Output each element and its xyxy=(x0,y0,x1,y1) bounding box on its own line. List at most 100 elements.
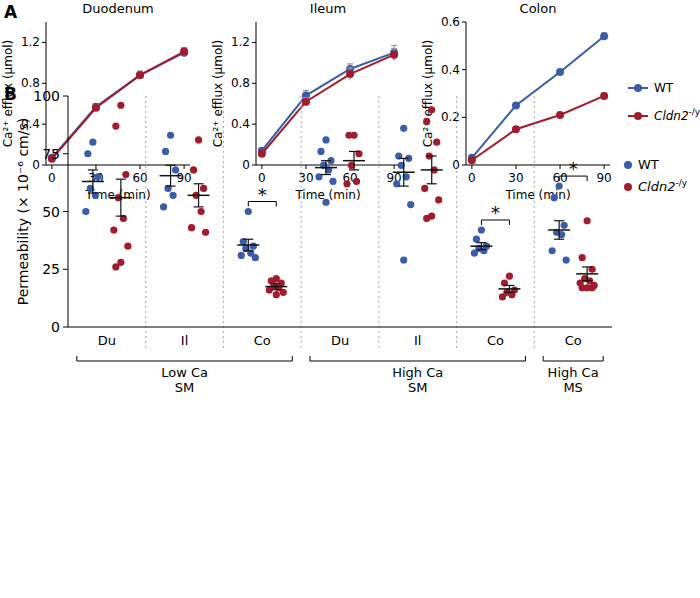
sem-cap xyxy=(399,158,409,159)
category-label: Il xyxy=(181,333,188,348)
x-axis-label: Time (min) xyxy=(504,188,570,202)
divider xyxy=(301,96,302,351)
sem-cap xyxy=(271,283,281,284)
error-cap xyxy=(391,48,397,49)
y-tick xyxy=(252,165,256,166)
divider xyxy=(456,96,457,351)
point xyxy=(258,150,266,158)
y-axis xyxy=(256,22,257,165)
x-tick-label: 90 xyxy=(176,171,191,185)
series-line xyxy=(52,53,184,158)
x-tick xyxy=(140,165,141,169)
y-tick-label: 0.4 xyxy=(231,117,250,131)
point xyxy=(499,293,506,300)
sem-cap xyxy=(504,292,514,293)
point xyxy=(556,111,564,119)
y-tick xyxy=(63,153,68,154)
sem-cap xyxy=(399,185,409,186)
data-group xyxy=(48,48,188,163)
sem-cap xyxy=(243,239,253,240)
point xyxy=(190,166,197,173)
point xyxy=(195,136,202,143)
point xyxy=(561,222,568,229)
point xyxy=(188,224,195,231)
y-tick xyxy=(462,117,466,118)
point xyxy=(400,125,407,132)
y-tick-label: 50 xyxy=(42,204,60,220)
series-line xyxy=(52,52,184,159)
sem-bar xyxy=(353,151,354,169)
x-tick xyxy=(261,165,262,169)
sem-bar xyxy=(276,284,277,290)
line-chart: 00.20.40.60306090ColonTime (min)Ca²⁺ eff… xyxy=(421,1,700,202)
point xyxy=(322,136,329,143)
group-bracket xyxy=(543,356,603,361)
point xyxy=(302,98,310,106)
y-tick-label: 0.2 xyxy=(441,110,460,124)
point xyxy=(329,178,336,185)
name-sup: -/y xyxy=(689,107,700,117)
point xyxy=(435,196,442,203)
sem-cap xyxy=(166,185,176,186)
point xyxy=(169,192,176,199)
legend-label: Cldn2-/y xyxy=(638,178,688,194)
sem-bar xyxy=(431,156,432,184)
sem-bar xyxy=(248,239,249,251)
category-label: Co xyxy=(565,333,582,348)
y-tick xyxy=(462,165,466,166)
legend-marker xyxy=(624,183,632,191)
sem-cap xyxy=(582,266,592,267)
sem-cap xyxy=(476,249,486,250)
y-tick-label: 0 xyxy=(32,158,40,172)
sem-cap xyxy=(554,220,564,221)
significance-mark: * xyxy=(569,158,578,179)
group-label: SM xyxy=(408,380,427,395)
data-group xyxy=(258,45,398,157)
point xyxy=(160,203,167,210)
y-axis-label: Ca²⁺ efflux (µmol) xyxy=(421,40,435,148)
legend-label: WT xyxy=(638,157,659,172)
y-tick xyxy=(63,211,68,212)
y-tick-label: 1.2 xyxy=(231,35,250,49)
point xyxy=(433,139,440,146)
point xyxy=(238,252,245,259)
error-cap xyxy=(303,90,309,91)
name-sup: -/y xyxy=(675,178,687,188)
point xyxy=(322,199,329,206)
divider xyxy=(223,96,224,351)
point xyxy=(556,68,564,76)
point xyxy=(512,101,520,109)
y-tick-label: 0.8 xyxy=(231,76,250,90)
chart-title: Colon xyxy=(520,1,557,16)
figure-root: AB00.40.81.20306090DuodenumTime (min)Ca²… xyxy=(0,0,700,598)
x-axis xyxy=(256,165,400,166)
point xyxy=(600,32,608,40)
point xyxy=(589,284,596,291)
point xyxy=(180,48,188,56)
point xyxy=(94,173,101,180)
sem-cap xyxy=(427,183,437,184)
divider xyxy=(378,96,379,351)
significance-mark: * xyxy=(258,184,267,205)
y-tick xyxy=(63,269,68,270)
point xyxy=(112,122,119,129)
x-tick-label: 30 xyxy=(298,171,313,185)
point xyxy=(471,249,478,256)
y-tick xyxy=(462,69,466,70)
y-tick xyxy=(462,22,466,23)
x-tick-label: 0 xyxy=(48,171,56,185)
point xyxy=(84,150,91,157)
x-tick xyxy=(471,165,472,169)
y-tick xyxy=(252,124,256,125)
point xyxy=(110,226,117,233)
legend-label: Cldn2-/y xyxy=(654,107,700,123)
point xyxy=(343,180,350,187)
y-tick xyxy=(63,96,68,97)
name-main: Cldn2 xyxy=(638,179,675,194)
point xyxy=(353,178,360,185)
sem-cap xyxy=(116,179,126,180)
sem-cap xyxy=(271,289,281,290)
point xyxy=(556,182,563,189)
sem-cap xyxy=(582,280,592,281)
x-tick-label: 90 xyxy=(596,171,611,185)
